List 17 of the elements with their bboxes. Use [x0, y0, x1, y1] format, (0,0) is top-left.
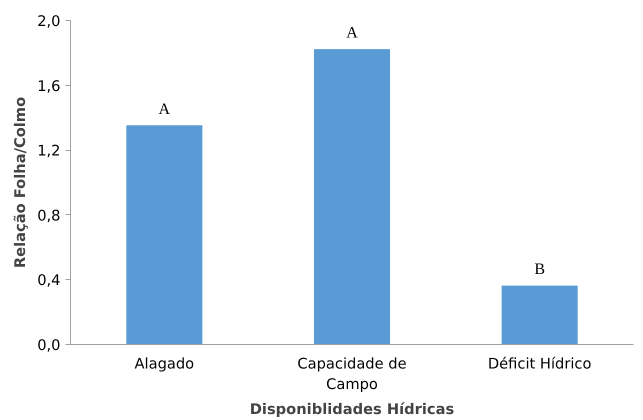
- y-tick-label: 1,2: [37, 142, 61, 160]
- y-tick-label: 1,6: [37, 78, 61, 95]
- annotation: B: [534, 261, 546, 278]
- annotation: A: [346, 24, 358, 42]
- y-tick-label: 0,8: [37, 207, 61, 224]
- x-tick-label: Déficit Hídrico: [488, 356, 592, 372]
- annotation: A: [158, 100, 171, 118]
- bar: [126, 125, 202, 344]
- bar: [314, 49, 390, 344]
- y-axis-title: Relação Folha/Colmo: [12, 96, 30, 268]
- x-axis-title: Disponiblidades Hídricas: [250, 400, 454, 418]
- y-tick-label: 2,0: [37, 13, 61, 30]
- x-tick-label: Capacidade de Campo: [297, 356, 407, 393]
- y-tick-label: 0,4: [37, 272, 61, 290]
- x-tick-label: Alagado: [134, 356, 194, 372]
- y-tick-label: 0,0: [37, 337, 61, 354]
- bar: [502, 286, 578, 344]
